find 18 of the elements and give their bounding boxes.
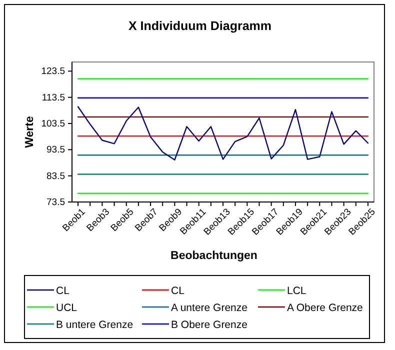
legend-label: B untere Grenze <box>56 319 134 331</box>
legend-label: B Obere Grenze <box>171 319 248 331</box>
chart-title: X Individuum Diagramm <box>128 19 272 33</box>
line-series <box>77 106 369 160</box>
y-tick-label: 83.5 <box>46 170 65 182</box>
y-tick-label: 93.5 <box>46 144 65 156</box>
x-axis-title: Beobachtungen <box>170 250 258 262</box>
y-tick-label: 123.5 <box>41 66 65 78</box>
legend-label: A untere Grenze <box>171 302 248 314</box>
y-axis-title: Werte <box>24 116 36 148</box>
legend-label: A Obere Grenze <box>287 302 364 314</box>
y-tick-label: 103.5 <box>41 118 65 130</box>
legend-label: UCL <box>56 302 78 314</box>
legend-label: CL <box>171 285 185 297</box>
y-tick-label: 73.5 <box>46 197 65 208</box>
legend-label: CL <box>56 285 70 297</box>
legend-label: LCL <box>287 285 306 297</box>
y-tick-label: 113.5 <box>42 92 65 104</box>
